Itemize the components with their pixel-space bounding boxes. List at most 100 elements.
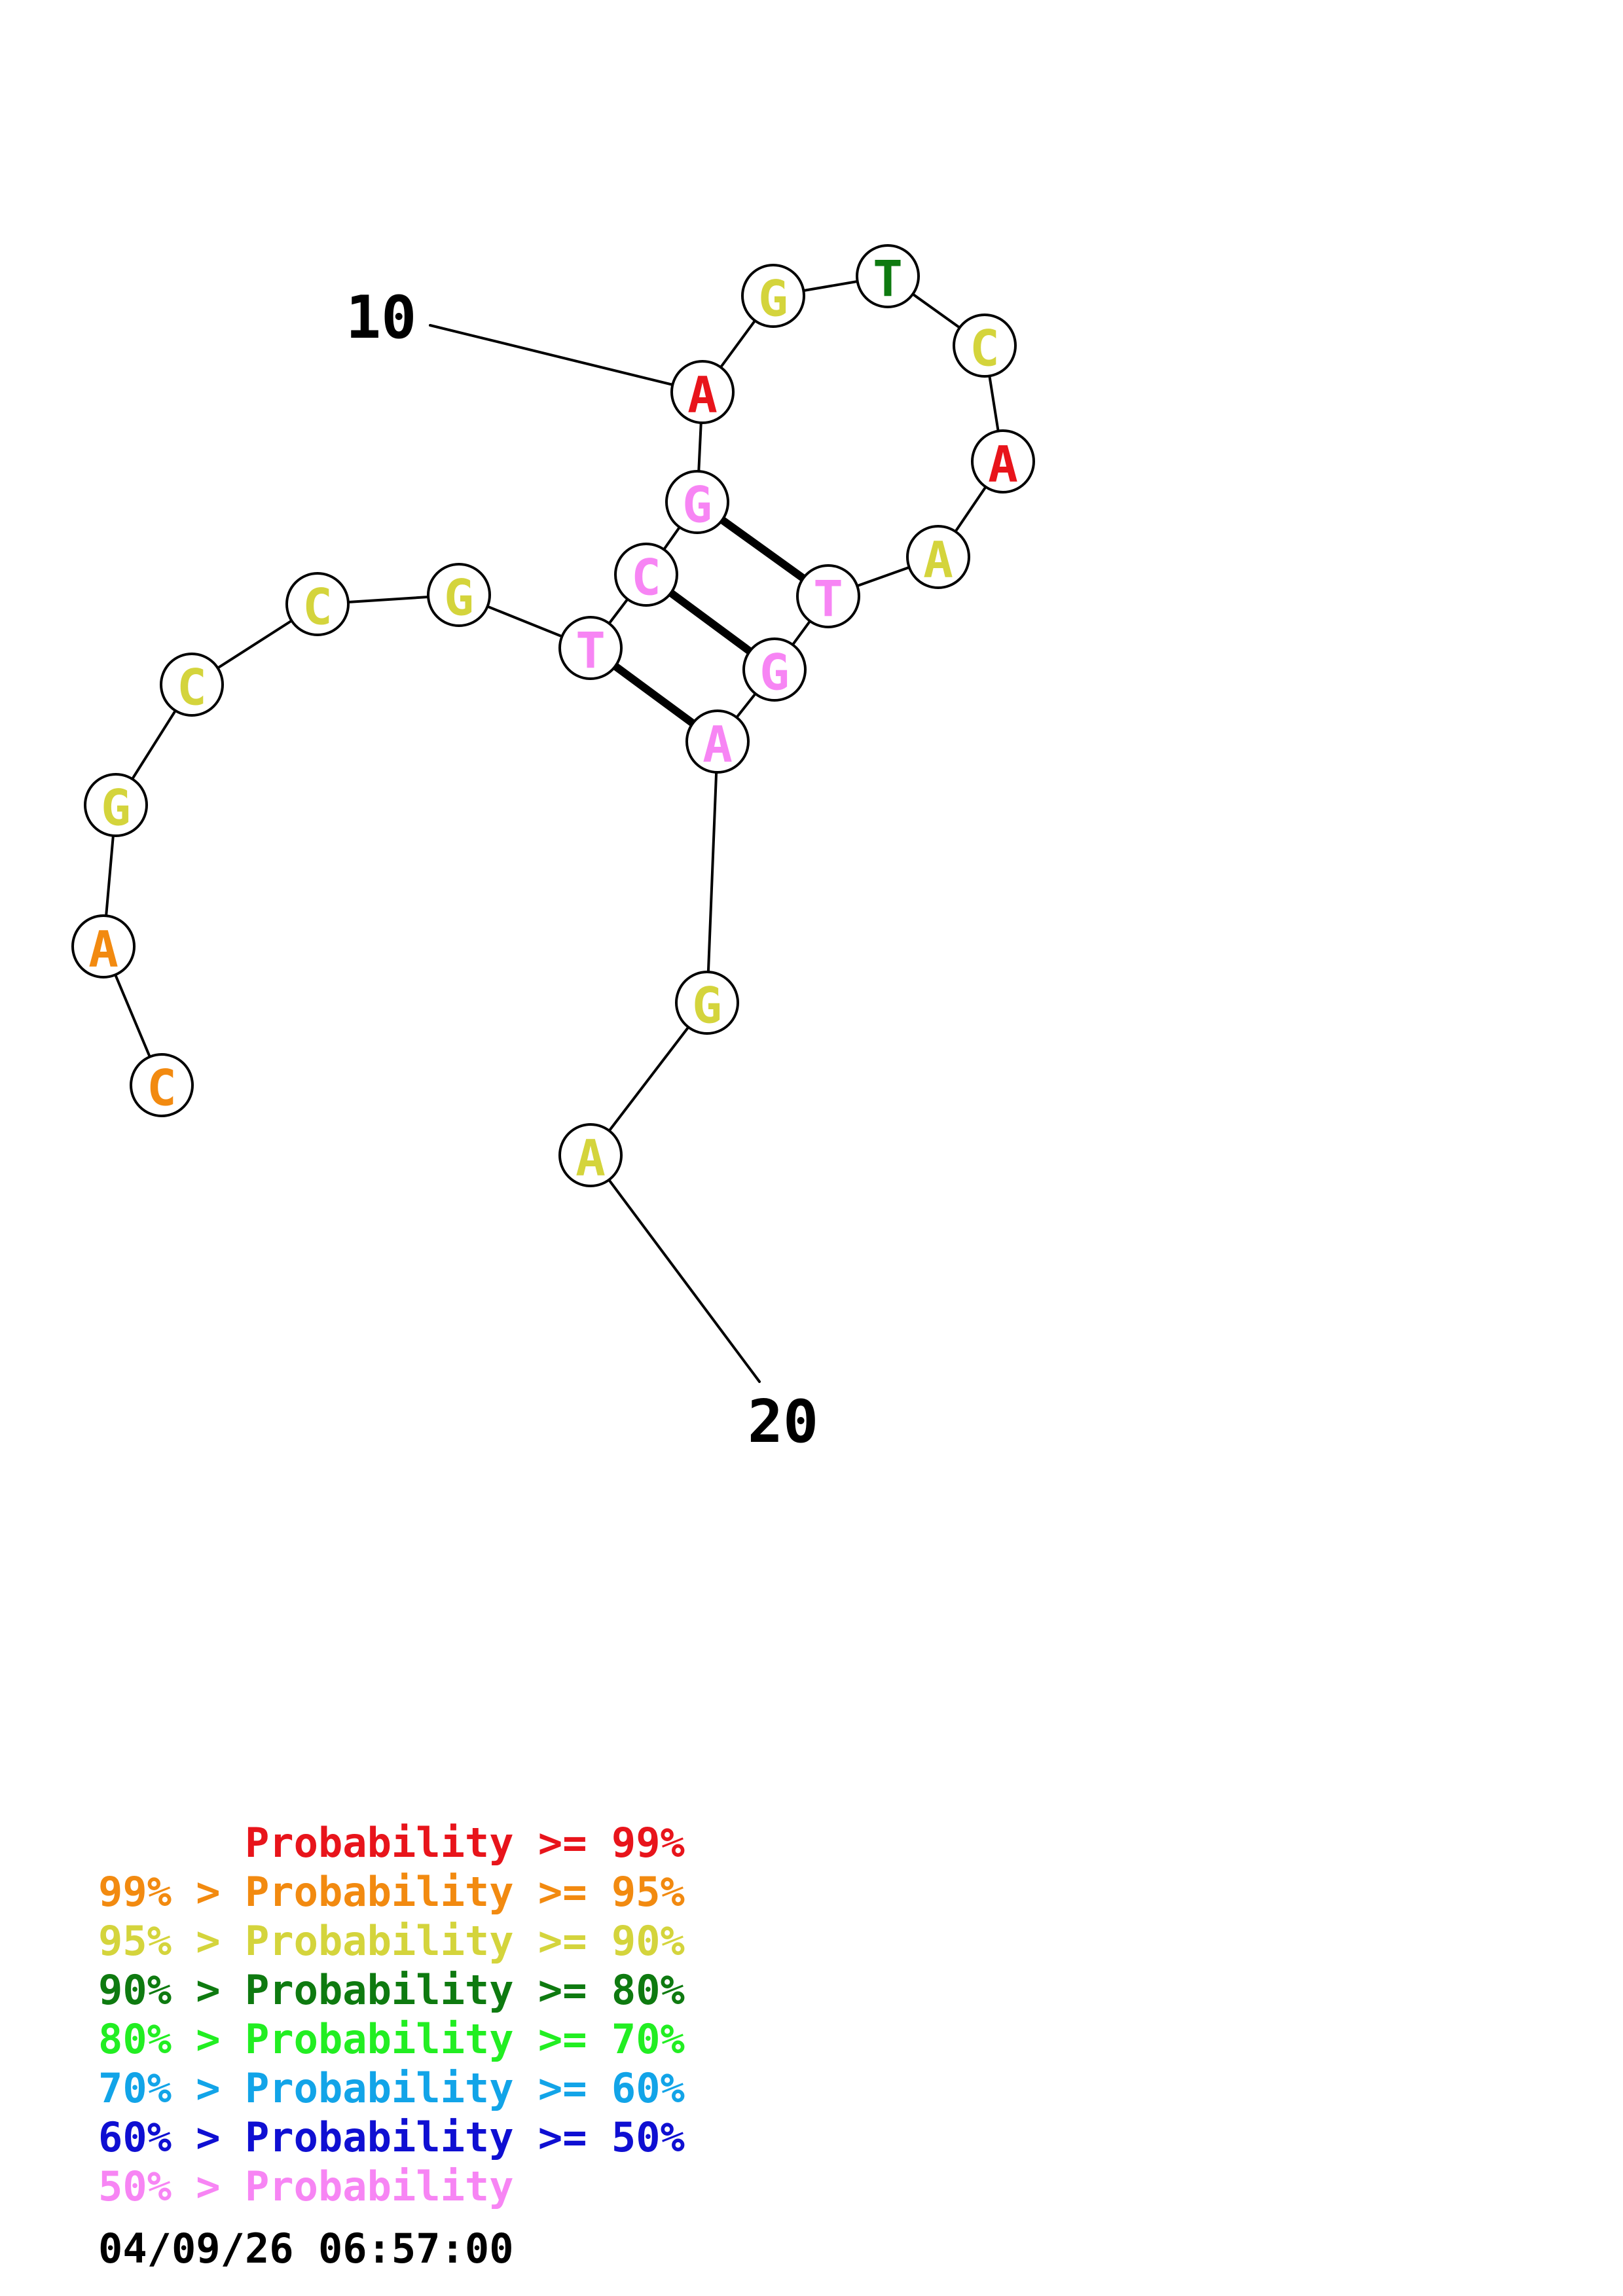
legend-label: Probability: [244, 2113, 514, 2161]
backbone-link: [706, 740, 719, 1004]
legend-row: 50% > Probability: [98, 2166, 514, 2207]
nucleotide-6: G: [427, 563, 491, 627]
nucleotide-circle: [670, 360, 735, 424]
backbone-links: [102, 275, 1004, 1157]
nucleotide-3: G: [84, 773, 148, 837]
nucleotide-circle: [675, 971, 739, 1035]
legend-label: Probability: [244, 1966, 514, 2014]
nucleotide-circle: [427, 563, 491, 627]
nucleotide-circle: [856, 244, 920, 308]
legend-row: 60% > Probability >= 50%: [98, 2117, 685, 2158]
legend-row: 80% > Probability >= 70%: [98, 2019, 685, 2060]
nucleotide-13: C: [953, 314, 1017, 378]
legend-suffix: >= 70%: [513, 2015, 685, 2063]
nucleotide-circle: [285, 572, 350, 636]
legend-suffix: >= 95%: [513, 1868, 685, 1916]
legend-suffix: >= 90%: [513, 1917, 685, 1965]
nucleotide-letter: A: [702, 715, 733, 774]
legend-label: Probability: [244, 2064, 514, 2112]
nucleotide-11: G: [741, 264, 805, 328]
nucleotide-letter: C: [147, 1059, 177, 1117]
nucleotide-letter: C: [302, 578, 333, 636]
legend-prefix: 50% >: [98, 2162, 245, 2210]
nucleotide-letter: A: [923, 531, 953, 589]
nucleotide-circle: [906, 525, 970, 589]
base-pair-bonds: [587, 498, 832, 745]
nucleotide-10: A: [670, 360, 735, 424]
legend-prefix: 60% >: [98, 2113, 245, 2161]
nucleotide-letter: A: [88, 920, 119, 978]
nucleotide-letter: G: [692, 977, 722, 1035]
nucleotide-17: G: [742, 637, 807, 702]
legend-label: Probability: [244, 1868, 514, 1916]
nucleotide-circle: [665, 470, 729, 534]
legend-row: 90% > Probability >= 80%: [98, 1970, 685, 2011]
nucleotide-letter: C: [970, 319, 1000, 378]
nucleotide-letter: G: [759, 643, 790, 702]
position-label-10: 10: [346, 283, 416, 352]
legend-prefix: 99% >: [98, 1868, 245, 1916]
nucleotide-7: T: [558, 616, 623, 680]
nucleotide-circle: [971, 429, 1035, 493]
nucleotide-circle: [741, 264, 805, 328]
nucleotide-circle: [71, 914, 136, 978]
legend-prefix: 70% >: [98, 2064, 245, 2112]
nucleotide-circle: [614, 543, 678, 607]
nucleotide-letter: A: [575, 1129, 606, 1187]
position-label-20: 20: [748, 1388, 818, 1456]
nucleotide-circle: [685, 709, 750, 774]
nucleotide-2: A: [71, 914, 136, 978]
nucleotide-letter: G: [682, 476, 712, 534]
nucleotide-letter: G: [758, 270, 788, 328]
nucleotide-12: T: [856, 244, 920, 308]
legend-suffix: >= 80%: [513, 1966, 685, 2014]
nucleotide-letter: C: [177, 658, 207, 717]
nucleotide-circle: [953, 314, 1017, 378]
nucleotide-letter: A: [988, 435, 1018, 493]
nucleotide-letter: T: [813, 570, 843, 628]
position-label-leaders: [429, 324, 761, 1383]
position-label-leader: [429, 324, 704, 393]
nucleotide-19: G: [675, 971, 739, 1035]
nucleotide-circle: [160, 653, 224, 717]
nucleotide-circle: [84, 773, 148, 837]
nucleotide-16: T: [796, 564, 860, 628]
nucleotide-letter: A: [687, 366, 718, 424]
nucleotide-letter: T: [873, 250, 903, 308]
position-label-leader: [589, 1154, 761, 1383]
nucleotide-20: A: [558, 1123, 623, 1187]
legend-suffix: >= 60%: [513, 2064, 685, 2112]
legend-label: Probability: [244, 1819, 514, 1867]
nucleotide-circle: [742, 637, 807, 702]
legend-prefix: 80% >: [98, 2015, 245, 2063]
legend-label: Probability: [244, 2015, 514, 2063]
nucleotide-letter: T: [575, 622, 606, 680]
nucleotide-letter: C: [631, 548, 661, 607]
legend-row: 99% > Probability >= 95%: [98, 1872, 685, 1912]
nucleotide-15: A: [906, 525, 970, 589]
nucleotide-5: C: [285, 572, 350, 636]
nucleotide-18: A: [685, 709, 750, 774]
legend-row: 70% > Probability >= 60%: [98, 2068, 685, 2109]
timestamp: 04/09/26 06:57:00: [98, 2225, 514, 2272]
legend-prefix: 90% >: [98, 1966, 245, 2014]
legend-suffix: >= 50%: [513, 2113, 685, 2161]
position-label-layer: 10 20: [346, 283, 818, 1456]
nucleotide-circle: [796, 564, 860, 628]
nucleotide-letter: G: [101, 779, 131, 837]
nucleotide-letter: G: [444, 569, 474, 627]
nucleotide-circle: [558, 616, 623, 680]
legend-suffix: >= 99%: [513, 1819, 685, 1867]
legend-row: Probability >= 99%: [98, 1823, 685, 1863]
nucleotide-14: A: [971, 429, 1035, 493]
legend-row: 95% > Probability >= 90%: [98, 1921, 685, 1962]
nucleotide-4: C: [160, 653, 224, 717]
nucleotide-circle: [558, 1123, 623, 1187]
legend-prefix: 95% >: [98, 1917, 245, 1965]
nucleotide-circle: [130, 1053, 194, 1117]
nucleotide-1: C: [130, 1053, 194, 1117]
nucleotide-9: G: [665, 470, 729, 534]
legend-label: Probability: [244, 2162, 514, 2210]
